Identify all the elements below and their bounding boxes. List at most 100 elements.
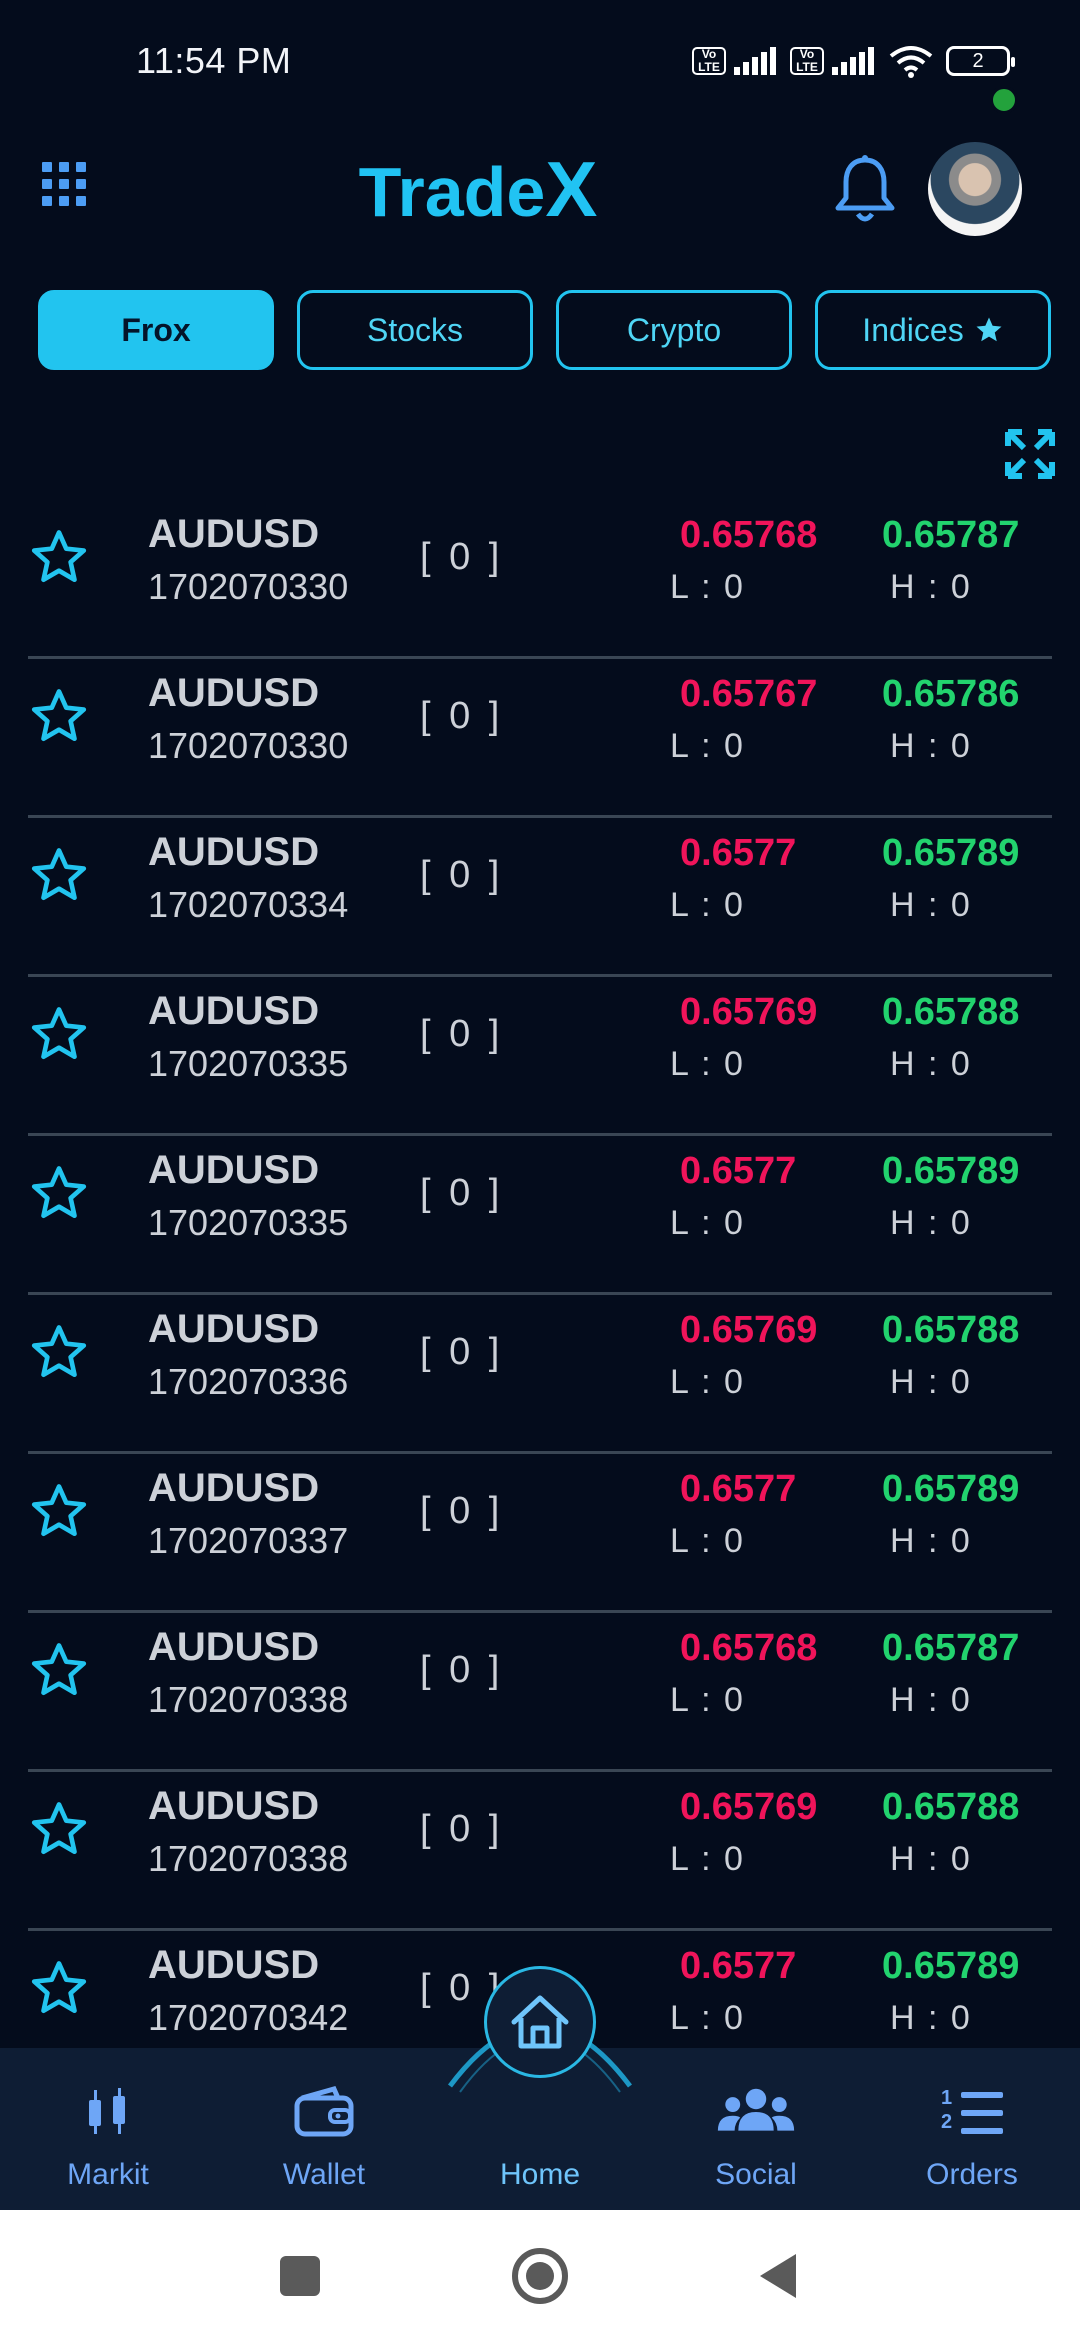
low-value: L : 0 bbox=[670, 1045, 745, 1083]
quote-row[interactable]: AUDUSD 1702070338 [ 0 ] 0.65769 L : 0 0.65788… bbox=[28, 1772, 1052, 1931]
favorite-star-icon[interactable] bbox=[28, 844, 90, 906]
nav-label: Orders bbox=[926, 2158, 1018, 2191]
status-icons: Vo LTE Vo LTE 2 bbox=[692, 44, 1015, 78]
status-time: 11:54 PM bbox=[136, 40, 292, 81]
favorite-star-icon[interactable] bbox=[28, 1480, 90, 1542]
count-bracket: [ 0 ] bbox=[420, 1967, 504, 2009]
quote-row[interactable]: AUDUSD 1702070334 [ 0 ] 0.6577 L : 0 0.65789 H… bbox=[28, 818, 1052, 977]
system-back-button[interactable] bbox=[760, 2254, 796, 2298]
count-bracket: [ 0 ] bbox=[420, 1649, 504, 1691]
nav-wallet[interactable]: Wallet bbox=[216, 2048, 432, 2210]
tab-stocks[interactable]: Stocks bbox=[297, 290, 533, 370]
ask-price: 0.65789 bbox=[882, 1945, 1020, 1987]
signal-icon bbox=[734, 47, 776, 75]
symbol: AUDUSD bbox=[148, 1148, 320, 1192]
low-value: L : 0 bbox=[670, 1681, 745, 1719]
quote-row[interactable]: AUDUSD 1702070337 [ 0 ] 0.6577 L : 0 0.65789 H… bbox=[28, 1454, 1052, 1613]
favorite-star-icon[interactable] bbox=[28, 1162, 90, 1224]
ask-price: 0.65789 bbox=[882, 1468, 1020, 1510]
grid-menu-icon[interactable] bbox=[42, 162, 86, 206]
favorite-star-icon[interactable] bbox=[28, 1003, 90, 1065]
status-bar: 11:54 PM Vo LTE Vo LTE 2 bbox=[0, 0, 1080, 120]
symbol: AUDUSD bbox=[148, 989, 320, 1033]
low-value: L : 0 bbox=[670, 568, 745, 606]
home-button[interactable] bbox=[484, 1966, 596, 2078]
tab-indices[interactable]: Indices bbox=[815, 290, 1051, 370]
quote-row[interactable]: AUDUSD 1702070330 [ 0 ] 0.65767 L : 0 0.65786… bbox=[28, 659, 1052, 818]
count-bracket: [ 0 ] bbox=[420, 536, 504, 578]
high-value: H : 0 bbox=[890, 1999, 972, 2037]
quote-row[interactable]: AUDUSD 1702070335 [ 0 ] 0.6577 L : 0 0.65789 H… bbox=[28, 1136, 1052, 1295]
nav-home[interactable]: Home bbox=[432, 2048, 648, 2210]
timestamp: 1702070330 bbox=[148, 725, 349, 766]
nav-markit[interactable]: Markit bbox=[0, 2048, 216, 2210]
system-nav-bar bbox=[0, 2210, 1080, 2340]
high-value: H : 0 bbox=[890, 1363, 972, 1401]
count-bracket: [ 0 ] bbox=[420, 1490, 504, 1532]
favorite-star-icon[interactable] bbox=[28, 1798, 90, 1860]
bell-icon[interactable] bbox=[832, 152, 898, 228]
timestamp: 1702070337 bbox=[148, 1520, 349, 1561]
ask-price: 0.65788 bbox=[882, 1309, 1020, 1351]
quote-row[interactable]: AUDUSD 1702070338 [ 0 ] 0.65768 L : 0 0.65787… bbox=[28, 1613, 1052, 1772]
high-value: H : 0 bbox=[890, 886, 972, 924]
high-value: H : 0 bbox=[890, 1681, 972, 1719]
high-value: H : 0 bbox=[890, 727, 972, 765]
favorite-star-icon[interactable] bbox=[28, 1639, 90, 1701]
expand-icon[interactable] bbox=[1004, 428, 1056, 480]
svg-text:2: 2 bbox=[941, 2111, 952, 2133]
ask-price: 0.65788 bbox=[882, 1786, 1020, 1828]
count-bracket: [ 0 ] bbox=[420, 1808, 504, 1850]
home-icon bbox=[511, 1995, 569, 2049]
quote-row[interactable]: AUDUSD 1702070342 [ 0 ] 0.6577 L : 0 0.65789 H… bbox=[28, 1931, 1052, 2048]
high-value: H : 0 bbox=[890, 1840, 972, 1878]
nav-social[interactable]: Social bbox=[648, 2048, 864, 2210]
timestamp: 1702070338 bbox=[148, 1838, 349, 1879]
volte-icon: Vo LTE bbox=[790, 47, 824, 75]
timestamp: 1702070335 bbox=[148, 1202, 349, 1243]
favorite-star-icon[interactable] bbox=[28, 1321, 90, 1383]
favorite-star-icon[interactable] bbox=[28, 685, 90, 747]
wallet-icon bbox=[284, 2072, 364, 2152]
ask-price: 0.65786 bbox=[882, 673, 1020, 715]
quote-list[interactable]: AUDUSD 1702070330 [ 0 ] 0.65768 L : 0 0.65787… bbox=[0, 500, 1080, 2048]
ask-price: 0.65788 bbox=[882, 991, 1020, 1033]
low-value: L : 0 bbox=[670, 1840, 745, 1878]
market-tabs: Frox Stocks Crypto Indices bbox=[38, 290, 1054, 370]
quote-row[interactable]: AUDUSD 1702070335 [ 0 ] 0.65769 L : 0 0.65788… bbox=[28, 977, 1052, 1136]
timestamp: 1702070342 bbox=[148, 1997, 349, 2038]
bid-price: 0.6577 bbox=[680, 1150, 797, 1192]
favorite-star-icon[interactable] bbox=[28, 1957, 90, 2019]
count-bracket: [ 0 ] bbox=[420, 1331, 504, 1373]
symbol: AUDUSD bbox=[148, 512, 320, 556]
high-value: H : 0 bbox=[890, 1045, 972, 1083]
avatar[interactable] bbox=[928, 142, 1022, 236]
symbol: AUDUSD bbox=[148, 1307, 320, 1351]
recent-apps-button[interactable] bbox=[280, 2256, 320, 2296]
candlestick-icon bbox=[68, 2072, 148, 2152]
volte-icon: Vo LTE bbox=[692, 47, 726, 75]
tab-frox[interactable]: Frox bbox=[38, 290, 274, 370]
timestamp: 1702070335 bbox=[148, 1043, 349, 1084]
high-value: H : 0 bbox=[890, 1522, 972, 1560]
timestamp: 1702070330 bbox=[148, 566, 349, 607]
bid-price: 0.65769 bbox=[680, 1309, 818, 1351]
timestamp: 1702070334 bbox=[148, 884, 349, 925]
count-bracket: [ 0 ] bbox=[420, 1172, 504, 1214]
ask-price: 0.65789 bbox=[882, 832, 1020, 874]
bid-price: 0.65769 bbox=[680, 1786, 818, 1828]
count-bracket: [ 0 ] bbox=[420, 854, 504, 896]
ask-price: 0.65787 bbox=[882, 1627, 1020, 1669]
favorite-star-icon[interactable] bbox=[28, 526, 90, 588]
quote-row[interactable]: AUDUSD 1702070330 [ 0 ] 0.65768 L : 0 0.65787… bbox=[28, 500, 1052, 659]
low-value: L : 0 bbox=[670, 727, 745, 765]
high-value: H : 0 bbox=[890, 1204, 972, 1242]
symbol: AUDUSD bbox=[148, 1943, 320, 1987]
quote-row[interactable]: AUDUSD 1702070336 [ 0 ] 0.65769 L : 0 0.65788… bbox=[28, 1295, 1052, 1454]
tab-crypto[interactable]: Crypto bbox=[556, 290, 792, 370]
symbol: AUDUSD bbox=[148, 830, 320, 874]
system-home-button[interactable] bbox=[512, 2248, 568, 2304]
bid-price: 0.65768 bbox=[680, 514, 818, 556]
